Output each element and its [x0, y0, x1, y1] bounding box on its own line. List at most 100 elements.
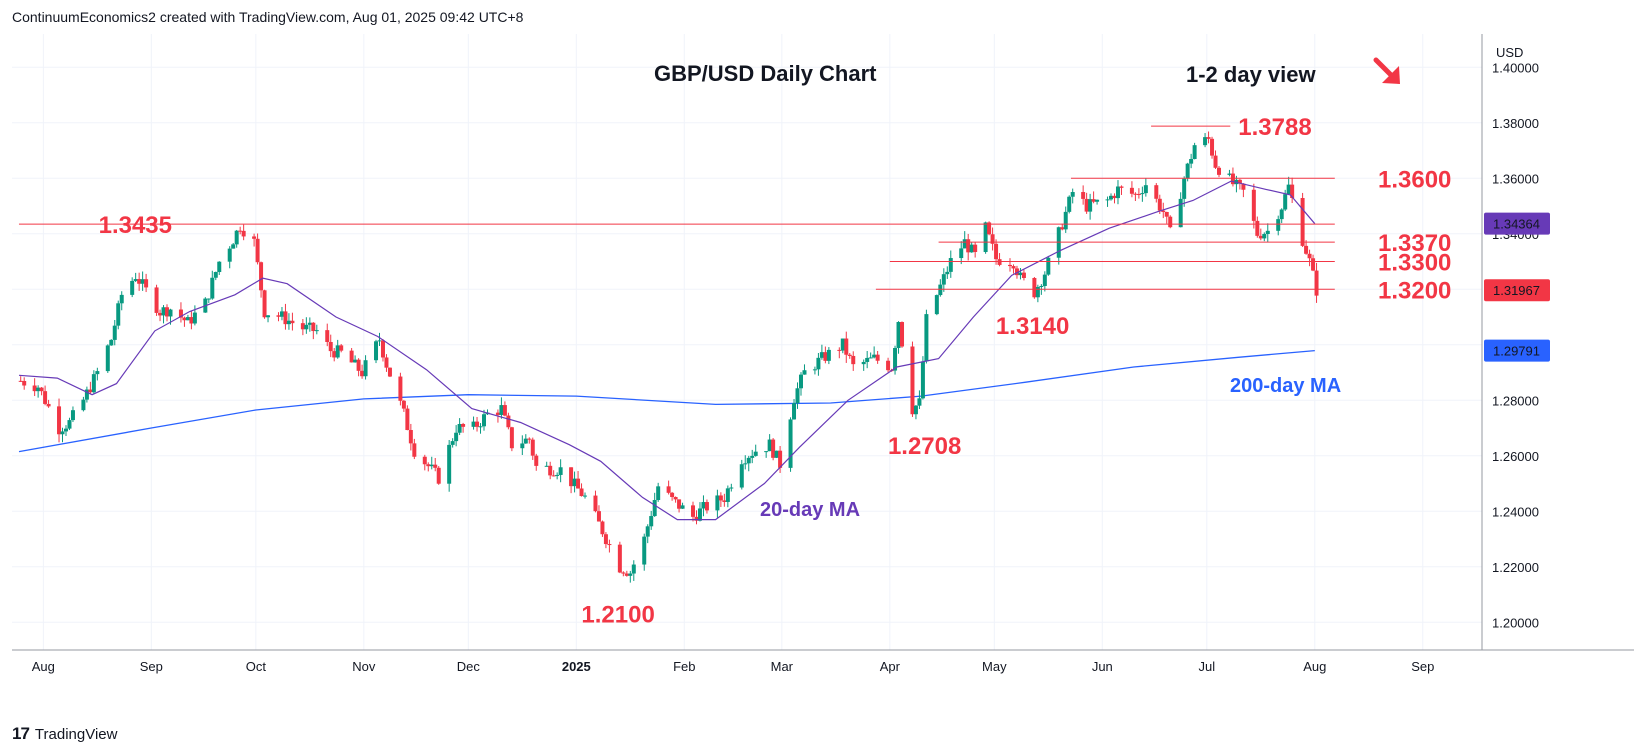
candle-body — [227, 248, 232, 262]
arrow-down-right-icon — [1373, 57, 1400, 84]
candle-body — [1258, 235, 1263, 239]
candle-body — [1109, 195, 1114, 200]
candle-body — [527, 438, 532, 440]
candle-body — [1168, 216, 1173, 228]
candle-body — [1133, 193, 1138, 195]
candle-body — [384, 357, 389, 368]
price-tick-label: 1.38000 — [1492, 116, 1539, 131]
candle-body — [1241, 183, 1246, 190]
candle-body — [286, 320, 291, 325]
price-tick-label: 1.20000 — [1492, 615, 1539, 630]
candle-body — [119, 294, 124, 304]
candle-body — [798, 374, 803, 389]
candle-body — [1112, 195, 1117, 199]
time-tick-label: Oct — [246, 659, 267, 674]
time-tick-label: Aug — [1303, 659, 1326, 674]
ma20-label: 20-day MA — [760, 499, 860, 521]
candle-body — [457, 423, 462, 433]
time-axis[interactable]: Aug Sep Oct Nov Dec 2025 Feb Mar Apr May Jun Jul Aug… — [32, 659, 1435, 674]
candle-body — [70, 410, 75, 421]
candle-body — [461, 423, 466, 427]
candle-body — [290, 320, 295, 324]
candle-body — [631, 564, 636, 574]
candle-body — [1251, 189, 1256, 221]
price-badge-label: 1.31967 — [1493, 283, 1540, 298]
candle-body — [374, 341, 379, 361]
candle-body — [1314, 270, 1319, 296]
candle-body — [523, 438, 528, 444]
candle-body — [137, 279, 142, 284]
candle-body — [812, 369, 817, 371]
candle-body — [603, 534, 608, 545]
candle-body — [649, 516, 654, 527]
candle-body — [356, 359, 361, 371]
price-tick-label: 1.40000 — [1492, 60, 1539, 75]
candle-body — [1095, 199, 1100, 202]
candle-body — [1035, 286, 1040, 298]
chart-title: GBP/USD Daily Chart — [654, 61, 877, 86]
candle-body — [987, 222, 992, 235]
view-horizon-label: 1-2 day view — [1186, 62, 1317, 87]
level-layer — [18, 125, 1335, 290]
candle-body — [913, 405, 918, 415]
candle-body — [1084, 198, 1089, 212]
candle-body — [1307, 253, 1312, 259]
low-annotation: 1.2100 — [581, 602, 654, 629]
candle-body — [948, 258, 953, 272]
ma20-layer — [18, 180, 1316, 521]
candle-body — [475, 421, 480, 427]
candle-body — [677, 499, 682, 509]
candle-body — [482, 414, 487, 427]
time-tick-label: Sep — [1411, 659, 1434, 674]
candle-body — [962, 239, 967, 249]
candle-body — [1164, 212, 1169, 217]
candle-body — [572, 478, 577, 487]
low-annotation: 1.3140 — [996, 313, 1069, 340]
candle-body — [259, 262, 264, 291]
tradingview-logo[interactable]: 17 TradingView — [12, 724, 117, 744]
candle-body — [764, 451, 769, 453]
candle-body — [262, 290, 267, 318]
candle-body — [43, 391, 48, 404]
candle-body — [1185, 163, 1190, 179]
candle-body — [938, 284, 943, 296]
candle-body — [844, 338, 849, 355]
time-tick-label: Apr — [880, 659, 901, 674]
candle-body — [283, 311, 288, 325]
candle-body — [1255, 220, 1260, 236]
candle-body — [266, 315, 271, 318]
candle-body — [544, 465, 549, 467]
candle-body — [1136, 194, 1141, 196]
price-tick-label: 1.28000 — [1492, 393, 1539, 408]
candle-body — [934, 295, 939, 315]
candle-body — [307, 322, 312, 325]
candle-body — [1042, 274, 1047, 286]
candle-body — [380, 340, 385, 358]
candle-body — [304, 324, 309, 330]
candle-body — [739, 464, 744, 488]
candle-body — [607, 544, 612, 546]
candle-body — [144, 279, 149, 288]
candle-body — [969, 244, 974, 253]
candle-body — [645, 526, 650, 537]
candle-body — [105, 345, 110, 372]
price-tick-label: 1.24000 — [1492, 504, 1539, 519]
candle-body — [506, 415, 511, 428]
candle-body — [823, 352, 828, 361]
level-label: 1.3300 — [1378, 250, 1451, 277]
candle-body — [1014, 268, 1019, 276]
candle-body — [1210, 138, 1215, 156]
level-label: 1.3370 — [1378, 230, 1451, 257]
candle-body — [875, 354, 880, 361]
candle-body — [217, 261, 222, 273]
candle-body — [994, 243, 999, 260]
candle-body — [1039, 285, 1044, 287]
candle-body — [408, 430, 413, 444]
candle-body — [652, 500, 657, 517]
candle-body — [91, 374, 96, 393]
price-badges: 1.34364 1.31967 1.29791 — [1484, 212, 1550, 362]
candle-body — [116, 303, 121, 326]
candle-body — [816, 357, 821, 370]
